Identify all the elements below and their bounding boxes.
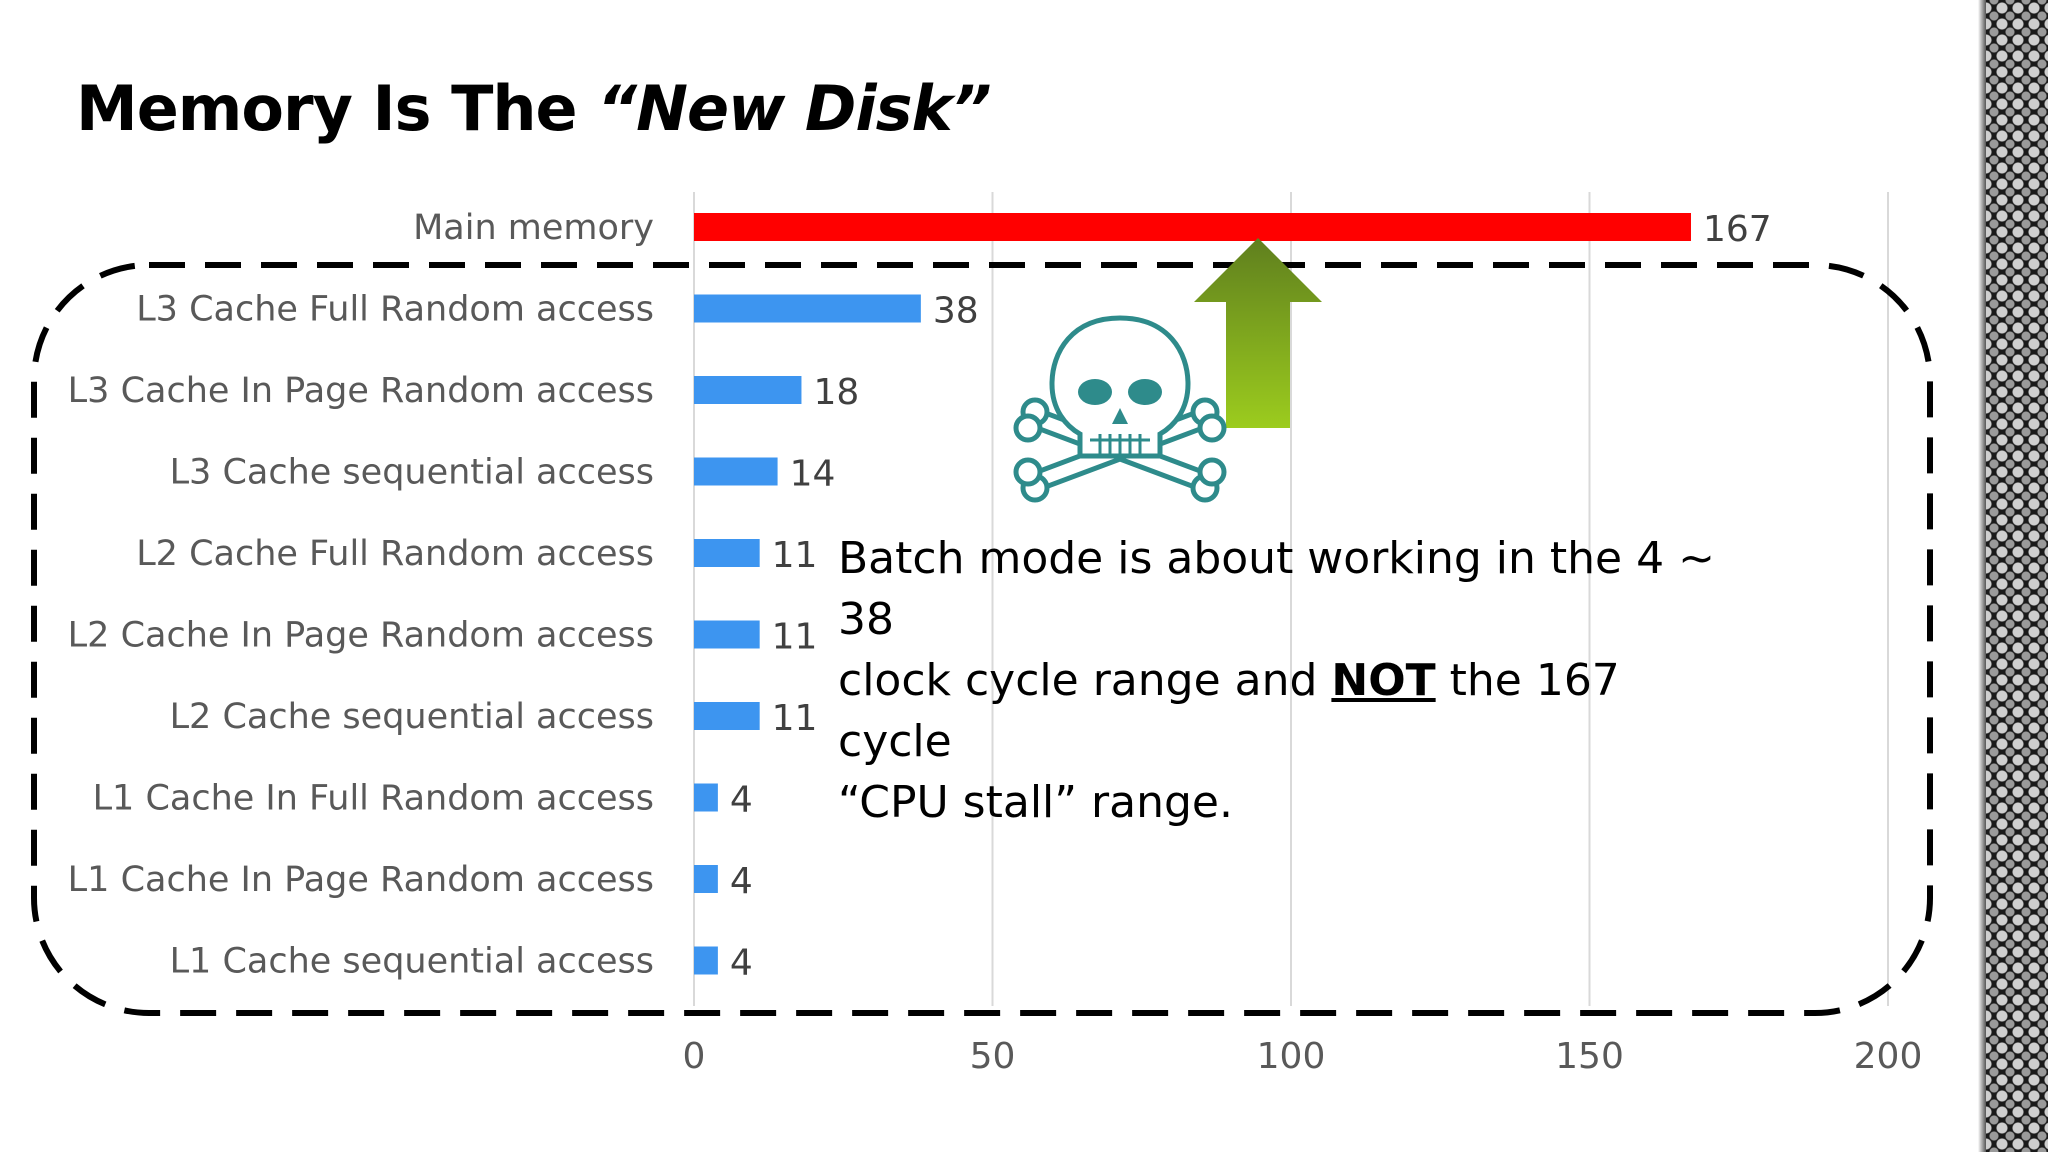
x-tick-label-0: 0 (683, 1036, 706, 1077)
category-label-l1-cache-sequential-access: L1 Cache sequential access (170, 942, 654, 982)
slide-title-prefix: Memory Is The (76, 72, 598, 145)
note-line-2-before: clock cycle range and (838, 655, 1332, 706)
value-label-l1-cache-sequential-access: 4 (730, 943, 753, 984)
category-label-l3-cache-full-random-access: L3 Cache Full Random access (136, 290, 654, 330)
bar-l2-cache-sequential-access (694, 702, 760, 730)
value-label-l1-cache-in-page-random-access: 4 (730, 861, 753, 902)
value-label-l3-cache-full-random-access: 38 (933, 291, 979, 332)
x-tick-label-150: 150 (1555, 1036, 1624, 1077)
dashed-highlight-frame (31, 262, 1933, 1016)
category-label-l3-cache-sequential-access: L3 Cache sequential access (170, 453, 654, 493)
value-label-l2-cache-full-random-access: 11 (772, 535, 818, 576)
value-label-l2-cache-in-page-random-access: 11 (772, 617, 818, 658)
bar-l1-cache-in-page-random-access (694, 865, 718, 893)
green-up-arrow-icon (1194, 238, 1322, 428)
bar-l1-cache-in-full-random-access (694, 783, 718, 812)
decorative-side-pattern (1978, 0, 2048, 1152)
category-label-l1-cache-in-full-random-access: L1 Cache In Full Random access (93, 779, 654, 819)
note-line-2: clock cycle range and NOT the 167 cycle (838, 650, 1738, 772)
category-label-l2-cache-full-random-access: L2 Cache Full Random access (136, 534, 654, 574)
category-label-l1-cache-in-page-random-access: L1 Cache In Page Random access (68, 860, 654, 900)
chart-x-tick-labels: 0 50 100 150 200 (683, 1036, 1923, 1077)
chart-value-labels: 167 38 18 14 11 11 11 4 4 4 (730, 209, 1772, 984)
note-line-3: “CPU stall” range. (838, 777, 1233, 828)
category-label-l2-cache-in-page-random-access: L2 Cache In Page Random access (68, 616, 654, 656)
slide-title-emphasis: “New Disk” (597, 72, 992, 145)
value-label-l1-cache-in-full-random-access: 4 (730, 780, 753, 821)
note-line-2-after: the 167 cycle (838, 655, 1620, 767)
category-label-l2-cache-sequential-access: L2 Cache sequential access (170, 697, 654, 737)
value-label-main-memory: 167 (1703, 209, 1772, 250)
slide-title: Memory Is The “New Disk” (76, 72, 992, 145)
value-label-l2-cache-sequential-access: 11 (772, 698, 818, 739)
value-label-l3-cache-sequential-access: 14 (790, 454, 836, 495)
x-tick-label-100: 100 (1257, 1036, 1326, 1077)
note-line-1: Batch mode is about working in the 4 ~ 3… (838, 533, 1715, 645)
x-tick-label-50: 50 (970, 1036, 1016, 1077)
chart-bars (694, 213, 1691, 975)
bar-l3-cache-in-page-random-access (694, 376, 802, 404)
category-label-main-memory: Main memory (413, 208, 654, 248)
bar-l2-cache-in-page-random-access (694, 620, 760, 649)
bar-l1-cache-sequential-access (694, 946, 718, 975)
decorative-side-edge (1978, 0, 1986, 1152)
bar-l3-cache-sequential-access (694, 457, 778, 486)
chart-category-labels: Main memory L3 Cache Full Random access L3… (68, 208, 654, 982)
skull-and-crossbones-icon (1013, 315, 1227, 503)
bar-l2-cache-full-random-access (694, 539, 760, 567)
bar-l3-cache-full-random-access (694, 294, 921, 323)
chart-gridlines (693, 192, 1889, 1006)
value-label-l3-cache-in-page-random-access: 18 (813, 372, 859, 413)
batch-mode-note: Batch mode is about working in the 4 ~ 3… (838, 528, 1738, 833)
category-label-l3-cache-in-page-random-access: L3 Cache In Page Random access (68, 371, 654, 411)
x-tick-label-200: 200 (1854, 1036, 1923, 1077)
note-line-2-emphasis: NOT (1331, 655, 1436, 706)
bar-main-memory (694, 213, 1691, 241)
